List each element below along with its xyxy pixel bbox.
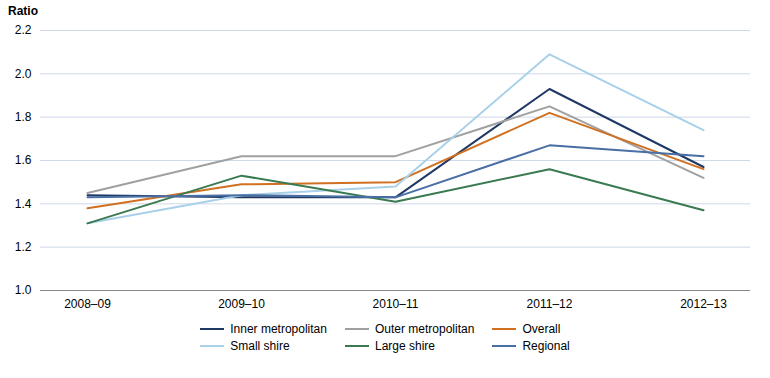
html-text:Small shire: Small shire xyxy=(230,339,290,353)
svg-text:1.2: 1.2 xyxy=(15,240,32,254)
svg-text:1.4: 1.4 xyxy=(15,197,32,211)
svg-text:1.6: 1.6 xyxy=(15,153,32,167)
html-text:Ratio: Ratio xyxy=(8,4,38,18)
svg-text:2009–10: 2009–10 xyxy=(218,297,265,311)
svg-text:1.8: 1.8 xyxy=(15,110,32,124)
svg-text:2012–13: 2012–13 xyxy=(680,297,727,311)
html-text:Regional: Regional xyxy=(522,339,570,353)
svg-text:2011–12: 2011–12 xyxy=(527,297,573,311)
html-text:Overall: Overall xyxy=(522,322,561,336)
svg-text:2.2: 2.2 xyxy=(15,23,32,37)
html-text:Inner metropolitan: Inner metropolitan xyxy=(230,322,327,336)
html-text:Outer metropolitan: Outer metropolitan xyxy=(375,322,475,336)
html-text:Large shire: Large shire xyxy=(375,339,435,353)
svg-text:2008–09: 2008–09 xyxy=(64,297,111,311)
svg-text:2010–11: 2010–11 xyxy=(373,297,419,311)
svg-text:1.0: 1.0 xyxy=(15,283,32,297)
svg-text:2.0: 2.0 xyxy=(15,67,32,81)
